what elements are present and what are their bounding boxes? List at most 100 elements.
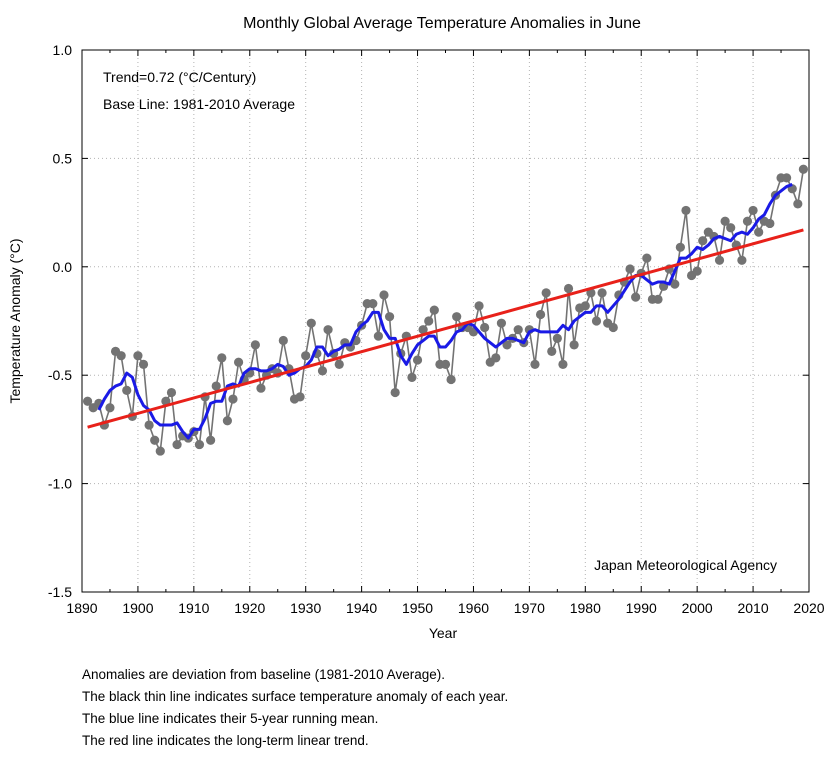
annual-anomaly-point (496, 318, 507, 328)
y-tick-label: 0.5 (53, 150, 73, 166)
annual-anomaly-point (440, 359, 451, 369)
trend-line (87, 228, 804, 429)
annual-anomaly-point (155, 446, 165, 456)
note-line: The blue line indicates their 5-year run… (82, 711, 379, 726)
annual-anomaly-point (547, 346, 557, 356)
chart: Monthly Global Average Temperature Anoma… (7, 15, 825, 641)
annual-anomaly-point (222, 416, 232, 426)
annual-anomaly-point (334, 359, 344, 369)
annual-anomaly-point (541, 288, 551, 298)
x-tick-label: 1900 (122, 600, 153, 616)
y-tick-label: 1.0 (53, 42, 73, 58)
grid-lines (82, 50, 809, 592)
annual-anomaly-point (217, 353, 227, 363)
annual-anomaly-point (429, 305, 439, 315)
annual-anomaly-point (418, 325, 428, 335)
annual-anomaly-point (228, 394, 238, 404)
annual-anomaly-point (144, 420, 154, 430)
annual-anomaly-point (323, 325, 333, 335)
annual-anomaly-point (116, 351, 126, 361)
x-tick-label: 1910 (178, 600, 209, 616)
source-label: Japan Meteorological Agency (594, 557, 777, 573)
annual-anomaly-point (569, 340, 579, 350)
note-line: The red line indicates the long-term lin… (82, 733, 369, 748)
y-tick-label: -0.5 (48, 367, 72, 383)
annual-anomaly-point (82, 396, 93, 406)
annual-anomaly-point (653, 294, 663, 304)
annual-anomaly-point (580, 301, 590, 311)
annual-anomaly-point (412, 355, 423, 365)
annual-anomaly-point (474, 301, 484, 311)
annual-anomaly-point (384, 312, 395, 322)
annual-anomaly-point (563, 283, 574, 294)
y-tick-label: 0.0 (53, 259, 73, 275)
annual-anomaly-point (782, 173, 792, 183)
annual-anomaly-point (591, 316, 602, 326)
annual-anomaly-point (502, 340, 512, 350)
annual-anomaly-point (256, 383, 266, 393)
annual-anomaly-point (670, 279, 680, 289)
annual-anomaly-point (642, 253, 652, 263)
x-tick-label: 1990 (626, 600, 657, 616)
annual-anomaly-point (793, 199, 803, 209)
annual-anomaly-point (726, 223, 736, 233)
annual-anomaly-point (138, 359, 149, 369)
annual-anomaly-point (513, 325, 523, 335)
x-tick-label: 1930 (290, 600, 321, 616)
annual-anomaly-point (166, 387, 177, 398)
annual-anomaly-point (317, 366, 328, 376)
annual-anomaly-point (105, 403, 115, 413)
annual-anomaly-point (446, 374, 456, 385)
annual-anomaly-point (306, 318, 316, 328)
chart-title: Monthly Global Average Temperature Anoma… (243, 15, 641, 32)
annual-anomaly-point (150, 435, 160, 445)
x-axis-ticks: 1890 1900 1910 1920 1930 1940 1950 1960 1970 1980… (66, 50, 825, 616)
note-line: The black thin line indicates surface te… (82, 689, 509, 704)
annual-anomaly-point (692, 266, 702, 276)
annual-anomaly-point (798, 164, 809, 174)
annual-anomaly-point (373, 331, 383, 341)
running-mean-line (97, 183, 793, 440)
annual-anomaly-point (194, 439, 205, 450)
annual-anomaly-point (122, 385, 132, 395)
annual-anomaly-point (597, 288, 607, 298)
x-tick-label: 2000 (682, 600, 713, 616)
annual-anomaly-point (368, 299, 378, 309)
annual-anomaly-point (714, 255, 725, 265)
annual-anomaly-point (452, 312, 462, 322)
annual-anomaly-point (379, 290, 389, 300)
x-tick-label: 1980 (570, 600, 601, 616)
annual-anomaly-point (133, 351, 143, 361)
annual-anomaly-point (491, 353, 501, 363)
annual-anomaly-point (278, 335, 288, 346)
annual-anomaly-point (625, 264, 635, 274)
trend-annotation: Trend=0.72 (°C/Century) (103, 69, 256, 85)
annual-anomaly-point (480, 322, 490, 333)
annual-anomaly-point (748, 205, 758, 216)
annual-anomaly-point (737, 255, 747, 265)
plot-series (82, 164, 809, 456)
annual-anomaly-point (681, 205, 691, 216)
annual-anomaly-point (206, 435, 216, 445)
annual-anomaly-point (675, 242, 685, 252)
notes: Anomalies are deviation from baseline (1… (82, 664, 508, 752)
annual-anomaly-point (250, 340, 260, 350)
x-tick-label: 1890 (66, 600, 97, 616)
y-tick-label: -1.5 (48, 584, 72, 600)
y-axis-ticks: -1.5 -1.0 -0.5 0.0 0.5 1.0 (48, 42, 809, 600)
annual-anomaly-point (742, 216, 753, 226)
x-tick-label: 1970 (514, 600, 545, 616)
annual-anomaly-point (535, 309, 546, 320)
x-tick-label: 1940 (346, 600, 377, 616)
x-tick-label: 1960 (458, 600, 489, 616)
annual-anomaly-point (530, 359, 540, 369)
annual-anomaly-line (86, 169, 805, 454)
annual-anomaly-point (765, 218, 775, 229)
baseline-annotation: Base Line: 1981-2010 Average (103, 96, 295, 112)
annual-anomaly-point (720, 216, 730, 226)
x-tick-label: 2010 (737, 600, 768, 616)
x-tick-label: 2020 (793, 600, 824, 616)
annual-anomaly-point (301, 351, 311, 361)
annual-anomaly-point (407, 372, 417, 382)
note-line: Anomalies are deviation from baseline (1… (82, 667, 445, 682)
